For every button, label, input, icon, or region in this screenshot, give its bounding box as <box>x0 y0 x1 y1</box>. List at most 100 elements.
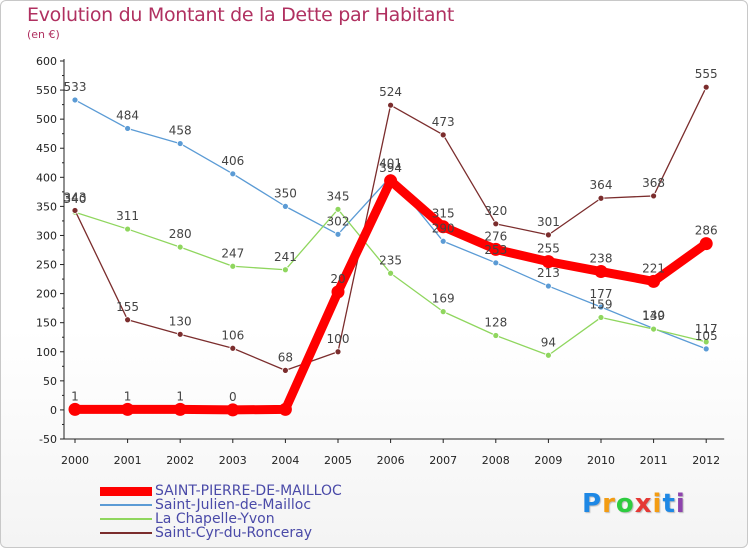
data-point <box>650 192 657 200</box>
x-tick-label: 2012 <box>692 454 720 467</box>
unit-label: (en €) <box>27 28 60 41</box>
data-label: 247 <box>221 246 244 260</box>
data-point <box>439 237 447 245</box>
data-label: 276 <box>484 229 507 243</box>
data-point <box>702 83 710 91</box>
legend-swatch <box>100 518 152 520</box>
data-point <box>702 338 710 346</box>
x-tick-label: 2000 <box>61 454 89 467</box>
chart-legend: SAINT-PIERRE-DE-MAILLOC Saint-Julien-de-M… <box>100 484 342 540</box>
data-label: 241 <box>274 250 297 264</box>
data-label: 139 <box>642 309 665 323</box>
data-label: 311 <box>116 209 139 223</box>
y-tick-label: 50 <box>43 375 57 388</box>
data-label: 290 <box>432 221 455 235</box>
data-point <box>281 266 289 274</box>
legend-label: Saint-Cyr-du-Ronceray <box>155 525 313 541</box>
data-point <box>229 170 237 178</box>
y-tick-label: 450 <box>36 142 57 155</box>
data-label: 345 <box>327 189 350 203</box>
proxiti-logo: Proxiti <box>582 489 686 519</box>
data-label: 177 <box>590 287 613 301</box>
data-label: 301 <box>537 215 560 229</box>
data-point <box>229 262 237 270</box>
data-point <box>173 402 187 416</box>
data-label: 458 <box>169 124 192 138</box>
data-point <box>436 220 450 234</box>
logo-letter: i <box>675 489 686 519</box>
data-label: 105 <box>695 329 718 343</box>
data-point <box>545 351 552 359</box>
data-point <box>594 265 608 279</box>
data-label: 1 <box>176 389 184 403</box>
legend-label: La Chapelle-Yvon <box>155 511 275 527</box>
x-tick-label: 2003 <box>219 454 247 467</box>
data-point <box>439 131 447 139</box>
logo-letter: i <box>652 489 663 519</box>
data-point <box>278 402 292 416</box>
data-label: 130 <box>169 314 192 328</box>
data-point <box>124 316 131 324</box>
x-tick-label: 2001 <box>114 454 142 467</box>
logo-letter: P <box>582 489 603 519</box>
data-point <box>124 225 131 233</box>
data-label: 340 <box>64 192 87 206</box>
data-point <box>387 101 395 109</box>
logo-letter: t <box>662 489 676 519</box>
data-label: 320 <box>484 204 507 218</box>
data-point <box>334 205 342 213</box>
x-tick-label: 2010 <box>587 454 615 467</box>
data-label: 140 <box>642 309 665 323</box>
data-point <box>492 259 500 267</box>
data-point <box>702 345 710 353</box>
data-label: 394 <box>379 161 402 175</box>
x-tick-label: 2009 <box>534 454 562 467</box>
data-point <box>334 230 342 238</box>
x-tick-label: 2004 <box>271 454 299 467</box>
data-point <box>597 314 605 321</box>
logo-letter: r <box>602 489 616 519</box>
data-label: 1 <box>71 389 79 403</box>
data-label: 280 <box>169 227 192 241</box>
data-label: 350 <box>274 186 297 200</box>
data-label: 343 <box>64 190 87 204</box>
data-point <box>281 202 289 210</box>
data-label: 20 <box>330 272 345 286</box>
x-tick-label: 2008 <box>482 454 510 467</box>
data-label: 364 <box>590 178 613 192</box>
legend-item: SAINT-PIERRE-DE-MAILLOC <box>100 484 342 498</box>
y-tick-label: 100 <box>36 346 57 359</box>
data-label: 221 <box>642 261 665 275</box>
data-point <box>597 194 605 202</box>
logo-letter: o <box>615 489 635 519</box>
x-tick-label: 2007 <box>429 454 457 467</box>
legend-item: Saint-Julien-de-Mailloc <box>100 498 342 512</box>
data-label: 286 <box>695 224 718 238</box>
data-point <box>176 330 184 338</box>
data-point <box>121 402 135 416</box>
y-tick-label: 150 <box>36 317 57 330</box>
x-tick-label: 2006 <box>377 454 405 467</box>
data-point <box>226 403 240 417</box>
data-point <box>331 285 345 299</box>
legend-label: SAINT-PIERRE-DE-MAILLOC <box>155 483 342 499</box>
data-point <box>229 344 237 352</box>
data-label: 368 <box>642 176 665 190</box>
data-label: 238 <box>590 252 613 266</box>
data-label: 169 <box>432 292 455 306</box>
data-label: 94 <box>541 335 556 349</box>
legend-swatch <box>100 486 152 496</box>
data-point <box>597 303 605 311</box>
y-tick-label: 0 <box>50 404 57 417</box>
data-label: 1 <box>124 389 132 403</box>
data-point <box>492 332 500 339</box>
x-tick-label: 2005 <box>324 454 352 467</box>
data-point <box>439 308 447 316</box>
data-point <box>124 125 131 132</box>
data-point <box>699 237 713 251</box>
data-point <box>541 255 555 269</box>
data-point <box>334 348 342 356</box>
data-label: 533 <box>64 80 87 94</box>
data-label: 406 <box>221 154 244 168</box>
